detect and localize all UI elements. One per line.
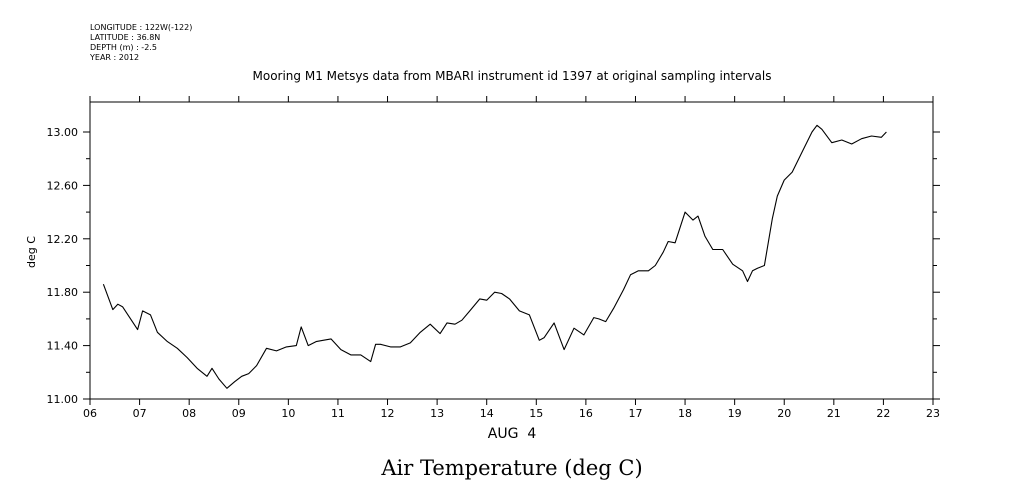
x-tick-label: 09 — [232, 407, 246, 420]
y-axis-ticks — [83, 131, 940, 400]
chart-title: Mooring M1 Metsys data from MBARI instru… — [253, 69, 772, 83]
y-tick-label: 12.20 — [47, 233, 79, 246]
y-axis-tick-labels: 11.00 11.40 11.80 12.20 12.60 13.00 — [47, 126, 79, 406]
y-axis-label: deg C — [25, 236, 38, 268]
x-tick-label: 18 — [678, 407, 692, 420]
series-line — [102, 124, 887, 389]
x-tick-label: 17 — [628, 407, 642, 420]
x-tick-label: 23 — [926, 407, 940, 420]
x-tick-label: 14 — [480, 407, 494, 420]
x-tick-label: 06 — [83, 407, 97, 420]
meta-year: YEAR : 2012 — [89, 53, 139, 62]
metadata-block: LONGITUDE : 122W(-122) LATITUDE : 36.8N … — [89, 23, 192, 62]
x-tick-label: 19 — [728, 407, 742, 420]
x-tick-label: 10 — [281, 407, 295, 420]
x-axis-ticks — [89, 96, 934, 405]
x-tick-label: 08 — [182, 407, 196, 420]
x-axis-tick-labels: 06 07 08 09 10 11 12 13 14 15 16 17 18 19 20 21 22 23 — [83, 407, 940, 420]
meta-longitude: LONGITUDE : 122W(-122) — [90, 23, 192, 32]
y-tick-label: 12.60 — [47, 179, 79, 192]
x-tick-label: 16 — [579, 407, 593, 420]
y-tick-label: 11.40 — [47, 340, 79, 353]
x-tick-label: 22 — [876, 407, 890, 420]
meta-depth: DEPTH (m) : -2.5 — [90, 43, 157, 52]
meta-latitude: LATITUDE : 36.8N — [90, 33, 160, 42]
variable-title: Air Temperature (deg C) — [380, 456, 642, 480]
y-tick-label: 11.00 — [47, 393, 79, 406]
plot-frame — [89, 101, 934, 400]
x-tick-label: 20 — [777, 407, 791, 420]
x-tick-label: 21 — [827, 407, 841, 420]
x-tick-label: 12 — [381, 407, 395, 420]
x-tick-label: 15 — [529, 407, 543, 420]
series-group — [102, 124, 887, 389]
x-tick-label: 07 — [133, 407, 147, 420]
y-tick-label: 11.80 — [47, 286, 79, 299]
x-tick-label: 11 — [331, 407, 345, 420]
x-axis-label: AUG 4 — [488, 426, 537, 442]
x-tick-label: 13 — [430, 407, 444, 420]
y-tick-label: 13.00 — [47, 126, 79, 139]
